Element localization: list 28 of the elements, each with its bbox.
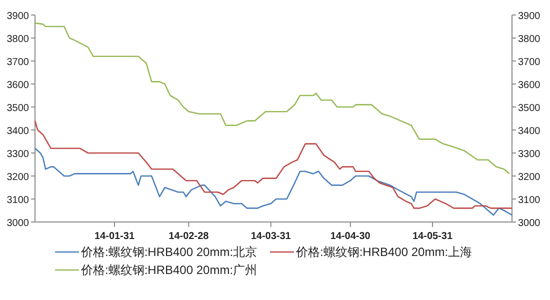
y-tick-label: 3000 [6, 218, 30, 229]
y2-tick-label: 3300 [518, 149, 541, 160]
y2-tick-label: 3500 [518, 103, 541, 114]
y2-tick-label: 3600 [518, 80, 541, 91]
y2-tick-label: 3700 [518, 57, 541, 68]
y2-tick-label: 3200 [518, 172, 541, 183]
x-tick-label: 14-01-31 [94, 231, 135, 242]
y2-tick-label: 3800 [518, 34, 541, 45]
y-tick-label: 3600 [6, 80, 30, 91]
y-tick-label: 3800 [6, 34, 30, 45]
y-tick-label: 3300 [6, 149, 30, 160]
y2-tick-label: 3900 [518, 11, 541, 22]
y2-tick-label: 3400 [518, 126, 541, 137]
legend-label: 价格:螺纹钢:HRB400 20mm:北京 [80, 245, 258, 259]
y-tick-label: 3900 [6, 11, 30, 22]
y-tick-label: 3400 [6, 126, 30, 137]
x-tick-label: 14-05-31 [412, 231, 453, 242]
legend-label: 价格:螺纹钢:HRB400 20mm:上海 [295, 245, 472, 259]
x-tick-label: 14-02-28 [168, 231, 210, 242]
x-tick-label: 14-04-30 [330, 231, 371, 242]
y-tick-label: 3700 [6, 57, 30, 68]
y2-tick-label: 3100 [518, 195, 541, 206]
y-tick-label: 3100 [6, 195, 30, 206]
x-tick-label: 14-03-31 [250, 231, 292, 242]
legend-label: 价格:螺纹钢:HRB400 20mm:广州 [80, 263, 258, 277]
y2-tick-label: 3000 [518, 218, 541, 229]
y-tick-label: 3200 [6, 172, 30, 183]
y-tick-label: 3500 [6, 103, 30, 114]
